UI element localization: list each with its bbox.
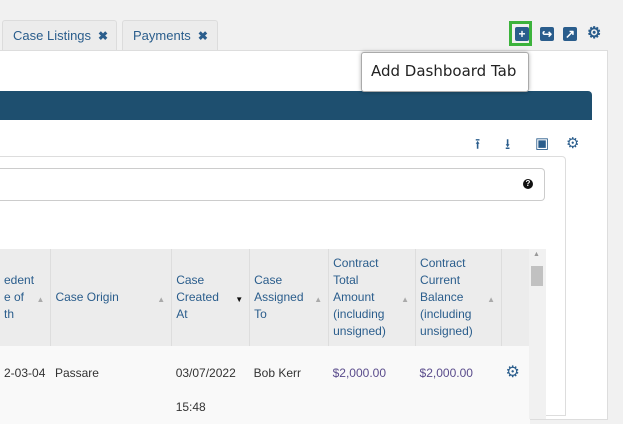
sort-desc-icon: ▼ (235, 295, 244, 304)
gear-icon[interactable]: ⚙ (566, 135, 580, 152)
sort-icon: ▲ (36, 295, 45, 304)
table-row: 2-03-04 Passare 03/07/2022 15:48 Bob Ker… (0, 346, 530, 424)
plus-square-icon[interactable]: + (515, 27, 529, 41)
highlight-box (509, 21, 532, 46)
header-banner (0, 91, 592, 120)
upload-icon[interactable]: ⭱ (475, 136, 481, 153)
header-label: Case Created At (176, 273, 219, 321)
sort-icon: ▲ (401, 295, 410, 304)
case-table: edent e of th ▲ Case Origin ▲ Case Created… (0, 249, 531, 424)
tab-label: Payments (133, 28, 191, 43)
header-label: Contract Current Balance (including unsi… (420, 256, 473, 338)
row-gear-icon[interactable]: ⚙ (501, 346, 530, 424)
sort-icon: ▲ (314, 295, 323, 304)
cell-contract-balance: $2,000.00 (415, 346, 502, 424)
cell-date-of-death: 2-03-04 (0, 346, 51, 424)
column-header-contract-total[interactable]: Contract Total Amount (including unsigne… (328, 249, 417, 346)
tab-case-listings[interactable]: Case Listings ✖ (2, 20, 117, 51)
gear-icon[interactable]: ⚙ (587, 25, 602, 42)
cell-case-origin: Passare (50, 346, 172, 424)
cell-contract-total: $2,000.00 (328, 346, 416, 424)
tab-payments[interactable]: Payments ✖ (122, 20, 218, 51)
close-icon[interactable]: ✖ (197, 29, 208, 43)
column-header-case-created-at[interactable]: Case Created At ▼ (171, 249, 251, 346)
search-input[interactable] (0, 168, 545, 201)
header-label: Case Assigned To (254, 273, 304, 321)
cell-assigned-to: Bob Kerr (249, 346, 329, 424)
help-icon[interactable]: ? (523, 179, 533, 189)
column-header-date-of-death[interactable]: edent e of th ▲ (0, 249, 52, 346)
tab-label: Case Listings (13, 28, 92, 43)
header-label: Case Origin (55, 290, 119, 304)
tooltip: Add Dashboard Tab (361, 52, 529, 92)
column-header-case-origin[interactable]: Case Origin ▲ (50, 249, 173, 346)
column-header-case-assigned-to[interactable]: Case Assigned To ▲ (249, 249, 330, 346)
scroll-up-icon[interactable]: ▲ (533, 251, 540, 258)
header-label: edent e of th (4, 273, 35, 321)
sort-icon: ▲ (487, 295, 495, 304)
header-label: Contract Total Amount (including unsigne… (333, 256, 386, 338)
scrollbar[interactable]: ▲ (529, 249, 546, 419)
share-icon[interactable]: ↪ (540, 27, 554, 41)
sort-icon: ▲ (157, 295, 166, 304)
download-icon[interactable]: ⭳ (505, 136, 511, 153)
external-link-icon[interactable]: ↗ (563, 27, 577, 41)
table-header-row: edent e of th ▲ Case Origin ▲ Case Created… (0, 249, 531, 346)
scrollbar-thumb[interactable] (531, 266, 543, 286)
column-header-actions (501, 249, 531, 346)
column-header-contract-balance[interactable]: Contract Current Balance (including unsi… (415, 249, 502, 346)
archive-icon[interactable]: ▣ (535, 135, 550, 152)
cell-case-created: 03/07/2022 15:48 (171, 346, 250, 424)
close-icon[interactable]: ✖ (98, 29, 109, 43)
